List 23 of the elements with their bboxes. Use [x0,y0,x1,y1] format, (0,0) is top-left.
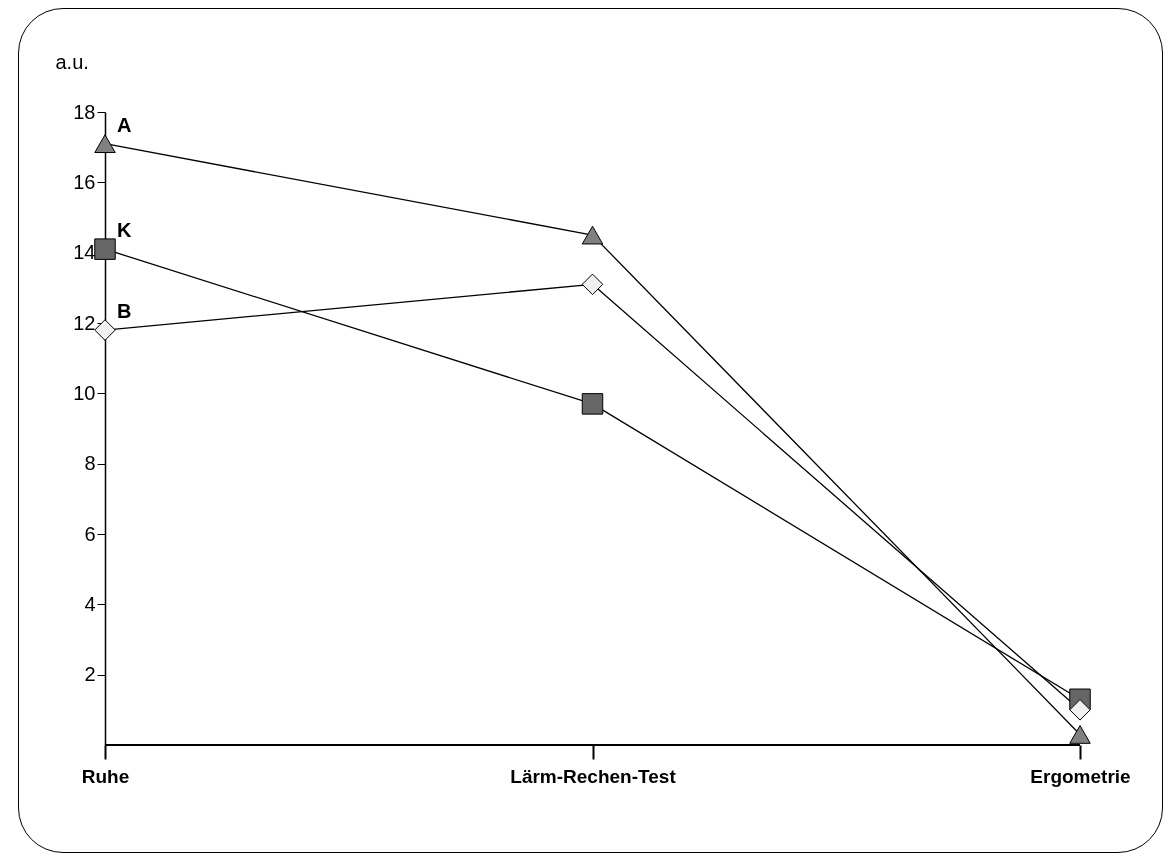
y-tick-label: 6 [84,522,96,545]
y-axis-title: a.u. [55,50,89,73]
series-label: K [117,219,132,242]
point [94,319,116,341]
point [94,238,116,260]
y-tick-label: 18 [73,100,96,123]
x-tick-label: Ergometrie [1030,765,1131,787]
y-tick-label: 4 [84,592,96,615]
y-tick-label: 10 [73,381,96,404]
series-label: A [117,113,132,136]
y-tick-label: 8 [84,452,96,475]
y-tick-label: 2 [84,663,96,686]
y-tick-label: 16 [73,170,96,193]
x-tick-label: Lärm-Rechen-Test [510,765,677,787]
point [581,273,604,296]
y-tick-label: 12 [73,311,96,334]
point [581,393,604,415]
series-label: B [117,300,132,323]
point [1069,725,1091,744]
x-tick-label: Ruhe [81,765,130,787]
point [94,134,116,154]
point [1069,699,1091,721]
point [581,225,604,245]
